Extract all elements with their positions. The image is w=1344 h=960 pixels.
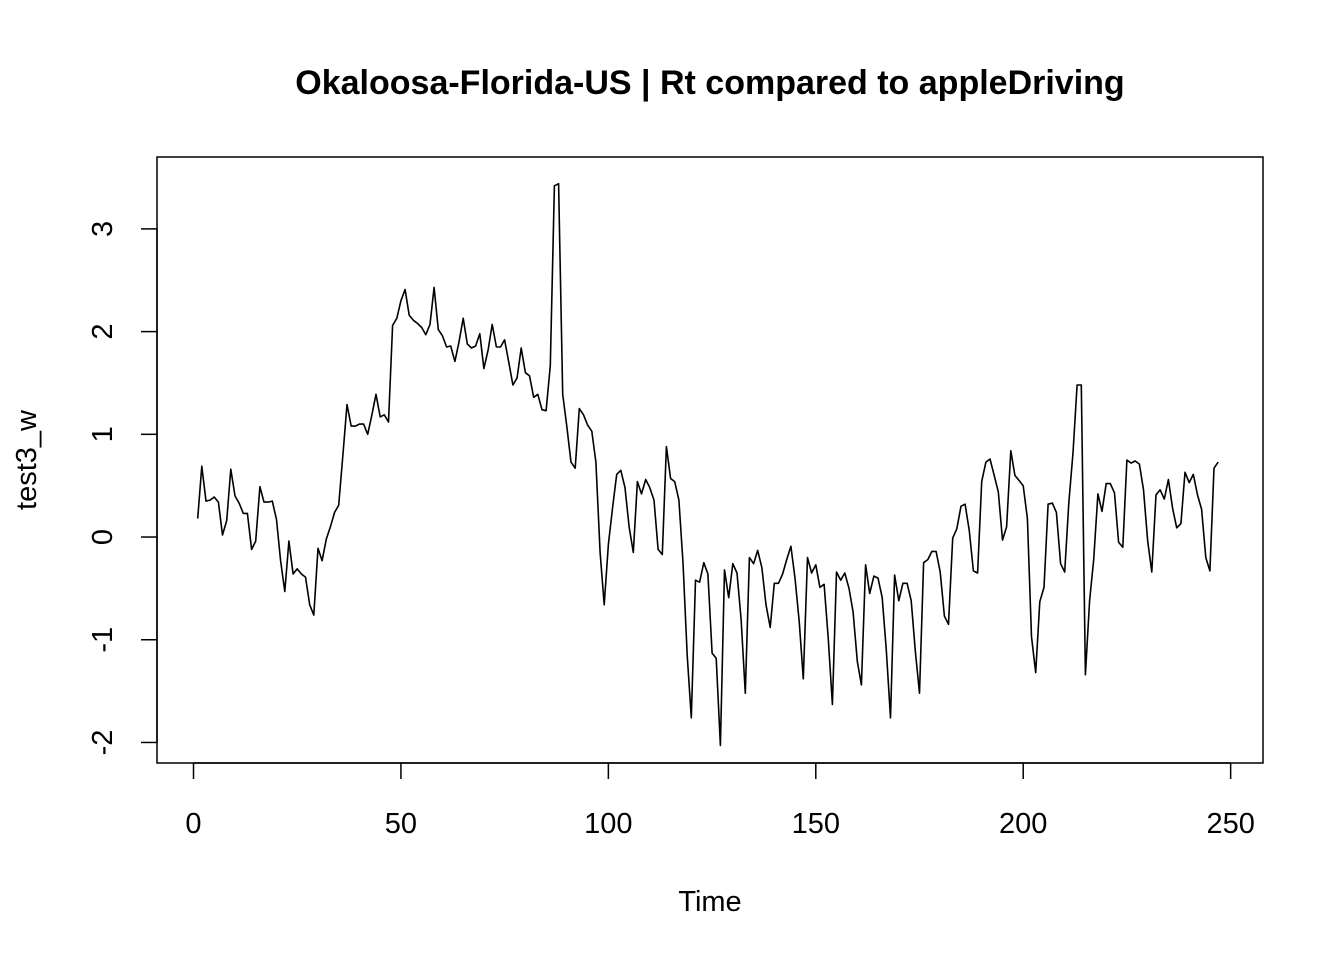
x-tick-label: 200 bbox=[999, 808, 1047, 840]
y-tick-label: -2 bbox=[87, 730, 119, 756]
y-axis: -2 -1 0 1 2 3 bbox=[87, 221, 158, 756]
y-tick-label: 0 bbox=[87, 529, 119, 545]
y-tick-label: 1 bbox=[87, 426, 119, 442]
chart-title: Okaloosa-Florida-US | Rt compared to app… bbox=[295, 64, 1124, 102]
x-tick-label: 50 bbox=[385, 808, 417, 840]
plot-frame bbox=[156, 156, 1264, 764]
x-tick-label: 100 bbox=[584, 808, 632, 840]
y-axis-label: test3_w bbox=[11, 409, 43, 510]
series-line bbox=[196, 182, 1219, 747]
x-tick-label: 250 bbox=[1206, 808, 1254, 840]
y-tick-label: 2 bbox=[87, 324, 119, 340]
y-tick-label: -1 bbox=[87, 627, 119, 653]
y-tick-label: 3 bbox=[87, 221, 119, 237]
series-layer bbox=[196, 182, 1219, 747]
x-axis-label: Time bbox=[678, 886, 741, 918]
x-tick-label: 150 bbox=[792, 808, 840, 840]
x-axis: 0 50 100 150 200 250 bbox=[185, 762, 1255, 840]
x-tick-label: 0 bbox=[185, 808, 201, 840]
